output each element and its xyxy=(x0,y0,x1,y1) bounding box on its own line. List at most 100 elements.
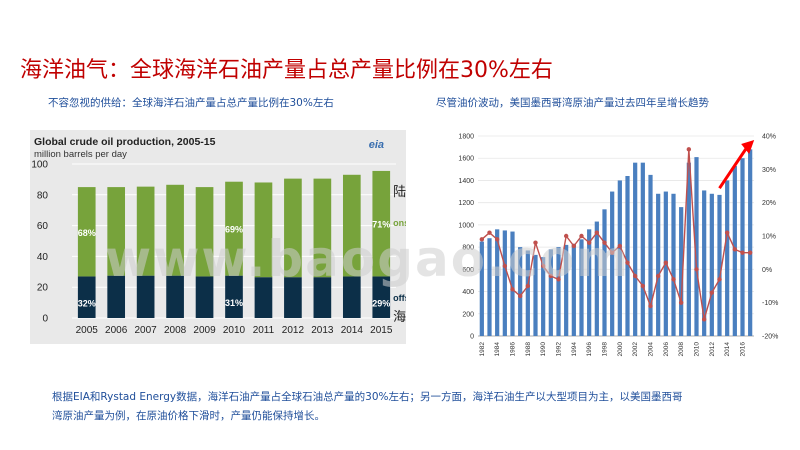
production-bar xyxy=(725,180,730,336)
price-change-point xyxy=(663,260,669,265)
price-change-point xyxy=(502,263,508,269)
right-axis-tick: 0% xyxy=(762,267,772,274)
production-bar xyxy=(548,249,553,336)
price-change-point xyxy=(740,250,745,255)
price-change-point xyxy=(609,250,615,255)
global-crude-production-chart: Global crude oil production, 2005-15 mill… xyxy=(30,130,429,344)
global-crude-production-svg: Global crude oil production, 2005-15mill… xyxy=(31,136,429,336)
x-tick-label: 2015 xyxy=(370,325,393,336)
price-change-point xyxy=(548,273,554,279)
onshore-bar xyxy=(166,184,184,276)
price-change-point xyxy=(732,247,738,252)
y-tick-label: 100 xyxy=(31,160,48,171)
right-chart-caption: 尽管油价波动，美国墨西哥湾原油产量过去四年呈增长趋势 xyxy=(436,97,709,109)
onshore-bar xyxy=(372,170,391,277)
offshore-bar xyxy=(313,277,332,318)
production-bar xyxy=(587,229,592,336)
x-tick-label: 2004 xyxy=(648,342,655,357)
production-bar xyxy=(679,207,684,336)
price-change-point xyxy=(525,283,531,289)
x-tick-label: 2014 xyxy=(341,325,364,336)
left-axis-tick: 0 xyxy=(470,334,474,341)
price-change-point xyxy=(579,233,584,239)
production-bar xyxy=(617,180,622,336)
data-label-offshore: 31% xyxy=(225,298,243,308)
x-tick-label: 2009 xyxy=(193,325,216,336)
price-change-point xyxy=(533,240,538,245)
price-change-point xyxy=(694,267,699,272)
price-change-point xyxy=(556,277,561,282)
production-bar xyxy=(717,194,722,336)
production-bar xyxy=(625,176,630,336)
offshore-bar xyxy=(372,276,391,318)
price-change-point xyxy=(540,263,546,269)
x-tick-label: 2005 xyxy=(76,325,99,336)
left-chart-caption: 不容忽视的供给：全球海洋石油产量占总产量比例在30%左右 xyxy=(48,97,334,109)
y-tick-label: 0 xyxy=(42,314,48,325)
x-tick-label: 2006 xyxy=(663,342,670,357)
offshore-bar xyxy=(342,276,361,318)
price-change-point xyxy=(686,147,692,152)
price-change-point xyxy=(479,237,485,242)
price-change-point xyxy=(571,243,577,249)
left-axis-tick: 1600 xyxy=(458,156,474,163)
x-tick-label: 2008 xyxy=(164,325,187,336)
price-change-point xyxy=(709,290,715,295)
onshore-bar xyxy=(313,178,332,278)
x-tick-label: 1984 xyxy=(494,342,501,357)
price-change-point xyxy=(586,240,592,245)
production-bar xyxy=(541,257,546,336)
price-change-point xyxy=(510,287,515,292)
right-axis-tick: 30% xyxy=(762,167,776,174)
left-axis-tick: 1400 xyxy=(458,178,474,185)
right-axis-tick: 10% xyxy=(762,234,776,241)
summary-paragraph: 根据EIA和Rystad Energy数据，海洋石油产量占全球石油总产量的30%… xyxy=(52,391,683,422)
legend-offshore-cn: 海洋 xyxy=(393,309,406,324)
onshore-bar xyxy=(195,187,214,277)
onshore-bar xyxy=(284,178,302,278)
left-axis-tick: 1200 xyxy=(458,200,474,207)
data-label-onshore: 69% xyxy=(225,225,243,235)
offshore-bar xyxy=(284,277,302,318)
production-bar xyxy=(686,162,691,336)
price-change-point xyxy=(594,230,600,235)
x-tick-label: 1994 xyxy=(571,342,578,357)
price-change-point xyxy=(678,300,684,305)
price-change-point xyxy=(487,230,492,235)
production-bar xyxy=(518,247,523,336)
legend-onshore-cn: 陆地 xyxy=(393,184,406,199)
onshore-bar xyxy=(254,182,273,278)
eia-logo: eia xyxy=(369,139,384,151)
x-tick-label: 2006 xyxy=(105,325,128,336)
price-change-point xyxy=(563,233,569,239)
production-bar xyxy=(602,209,607,336)
production-bar xyxy=(564,244,569,336)
production-bar xyxy=(525,250,530,336)
production-bar xyxy=(533,254,538,336)
onshore-bar xyxy=(136,186,155,276)
production-bar xyxy=(579,239,584,336)
offshore-bar xyxy=(195,276,214,318)
x-tick-label: 2016 xyxy=(740,342,747,357)
page-title: 海洋油气：全球海洋石油产量占总产量比例在30%左右 xyxy=(20,58,553,83)
price-change-point xyxy=(671,277,676,282)
x-tick-label: 2002 xyxy=(632,342,639,357)
data-label-onshore: 71% xyxy=(372,220,390,230)
production-bar xyxy=(510,231,515,336)
offshore-bar xyxy=(166,275,184,318)
data-label-offshore: 32% xyxy=(78,298,96,308)
price-change-point xyxy=(640,283,646,289)
production-bar xyxy=(594,221,599,336)
left-axis-tick: 200 xyxy=(462,311,474,318)
y-tick-label: 80 xyxy=(37,190,49,201)
right-axis-tick: 40% xyxy=(762,134,776,141)
x-tick-label: 1990 xyxy=(540,342,547,357)
trend-arrow-head xyxy=(741,140,755,154)
production-bar xyxy=(495,229,500,336)
data-label-offshore: 29% xyxy=(372,298,390,308)
production-bar xyxy=(502,230,507,336)
production-bar xyxy=(671,193,676,336)
production-bar xyxy=(709,193,714,336)
price-change-point xyxy=(602,240,607,245)
price-change-point xyxy=(517,293,523,299)
